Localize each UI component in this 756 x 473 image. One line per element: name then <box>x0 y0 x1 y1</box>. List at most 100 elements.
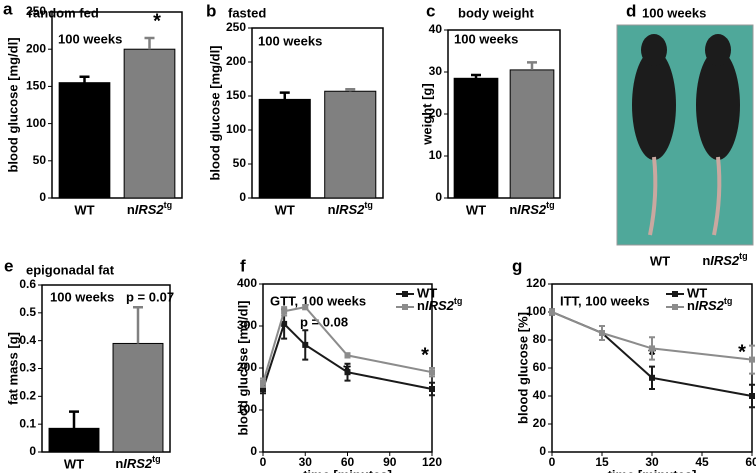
x-tick-label: 45 <box>695 455 709 469</box>
x-tick-label: 120 <box>422 455 442 469</box>
y-axis-label: fat mass [g] <box>5 332 20 405</box>
point <box>429 369 435 376</box>
legend-label: WT <box>417 285 437 300</box>
mouse-body <box>632 50 676 160</box>
x-tick-label: 0 <box>260 455 267 469</box>
point <box>260 379 266 386</box>
panel-title: random fed <box>28 5 99 20</box>
point <box>344 352 351 359</box>
bar <box>324 90 377 199</box>
category-label: nIRS2tg <box>115 454 160 471</box>
x-tick-label: 30 <box>299 455 313 469</box>
category-label: WT <box>74 202 94 217</box>
y-tick-label: 30 <box>429 64 443 78</box>
y-tick-label: 120 <box>526 276 546 290</box>
point <box>749 393 755 399</box>
y-tick-label: 40 <box>429 22 443 36</box>
bar <box>48 427 100 453</box>
legend-marker <box>672 291 678 297</box>
y-tick-label: 200 <box>26 41 46 55</box>
point <box>302 304 309 311</box>
x-tick-label: 15 <box>595 455 609 469</box>
error-bar <box>471 73 481 79</box>
panel-letter: d <box>626 1 636 20</box>
y-axis-label: blood glucose [mg/dl] <box>235 300 250 435</box>
y-tick-label: 100 <box>226 122 246 136</box>
y-tick-label: 200 <box>226 54 246 68</box>
point <box>429 386 435 392</box>
y-tick-label: 100 <box>26 116 46 130</box>
x-axis-label: time [minutes] <box>608 467 697 473</box>
annotation: * <box>421 344 429 366</box>
y-tick-label: 0.4 <box>19 333 36 347</box>
panel-title: body weight <box>458 5 535 20</box>
panel-letter: g <box>512 256 522 275</box>
error-bar <box>144 36 155 50</box>
y-tick-label: 0 <box>539 444 546 458</box>
annotation: p = 0.08 <box>300 314 348 329</box>
y-axis-label: blood glucose [%] <box>515 312 530 424</box>
y-tick-label: 50 <box>233 156 247 170</box>
y-tick-label: 50 <box>33 153 47 167</box>
category-label: nIRS2tg <box>509 200 554 217</box>
y-tick-label: 200 <box>237 360 257 374</box>
panel-letter: c <box>426 1 435 20</box>
annotation: 100 weeks <box>58 31 122 46</box>
annotation: 100 weeks <box>454 31 518 46</box>
y-tick-label: 80 <box>533 332 547 346</box>
y-axis-label: weight [g] <box>419 83 434 145</box>
panel-letter: b <box>206 1 216 20</box>
x-tick-label: 90 <box>383 455 397 469</box>
point <box>260 386 266 392</box>
bar <box>123 48 176 199</box>
y-tick-label: 0.5 <box>19 305 36 319</box>
point <box>599 330 605 336</box>
point <box>281 320 288 327</box>
legend-label: WT <box>687 285 707 300</box>
category-label: nIRS2tg <box>702 251 747 268</box>
error-bar <box>79 75 90 83</box>
bar <box>509 69 555 199</box>
bar <box>258 98 311 199</box>
panel-title: ITT, 100 weeks <box>560 293 650 308</box>
annotation: * <box>153 10 161 32</box>
y-tick-label: 0 <box>29 444 36 458</box>
x-tick-label: 30 <box>645 455 659 469</box>
panel-title: 100 weeks <box>642 5 706 20</box>
legend-marker <box>402 291 408 297</box>
x-tick-label: 0 <box>549 455 556 469</box>
point <box>281 308 288 315</box>
y-tick-label: 0 <box>435 190 442 204</box>
error-bar <box>279 91 290 100</box>
y-tick-label: 0 <box>239 190 246 204</box>
x-tick-label: 60 <box>341 455 355 469</box>
y-tick-label: 20 <box>429 106 443 120</box>
y-tick-label: 250 <box>26 4 46 18</box>
mouse-body <box>696 50 740 160</box>
error-bar <box>69 410 79 429</box>
y-axis-label: blood glucose [mg/dl] <box>207 45 222 180</box>
bar <box>112 342 164 453</box>
category-label: nIRS2tg <box>127 200 172 217</box>
y-tick-label: 0.6 <box>19 277 36 291</box>
y-tick-label: 0.2 <box>19 389 36 403</box>
panel-title: GTT, 100 weeks <box>270 293 366 308</box>
mouse-tail <box>648 156 658 236</box>
error-bar <box>527 61 537 70</box>
y-tick-label: 400 <box>237 276 257 290</box>
y-axis-label: blood glucose [mg/dl] <box>5 37 20 172</box>
panel-letter: a <box>3 0 13 18</box>
y-tick-label: 0.3 <box>19 361 36 375</box>
panel-title: epigonadal fat <box>26 262 115 277</box>
point <box>344 369 351 376</box>
x-axis-label: time [minutes] <box>303 467 392 473</box>
category-label: WT <box>275 202 295 217</box>
legend-marker <box>402 304 408 310</box>
mouse-tail <box>712 156 722 236</box>
error-bar <box>133 306 143 344</box>
annotation: * <box>738 341 746 363</box>
panel-letter: e <box>4 256 13 275</box>
y-tick-label: 300 <box>237 318 257 332</box>
y-tick-label: 20 <box>533 416 547 430</box>
y-tick-label: 150 <box>226 88 246 102</box>
